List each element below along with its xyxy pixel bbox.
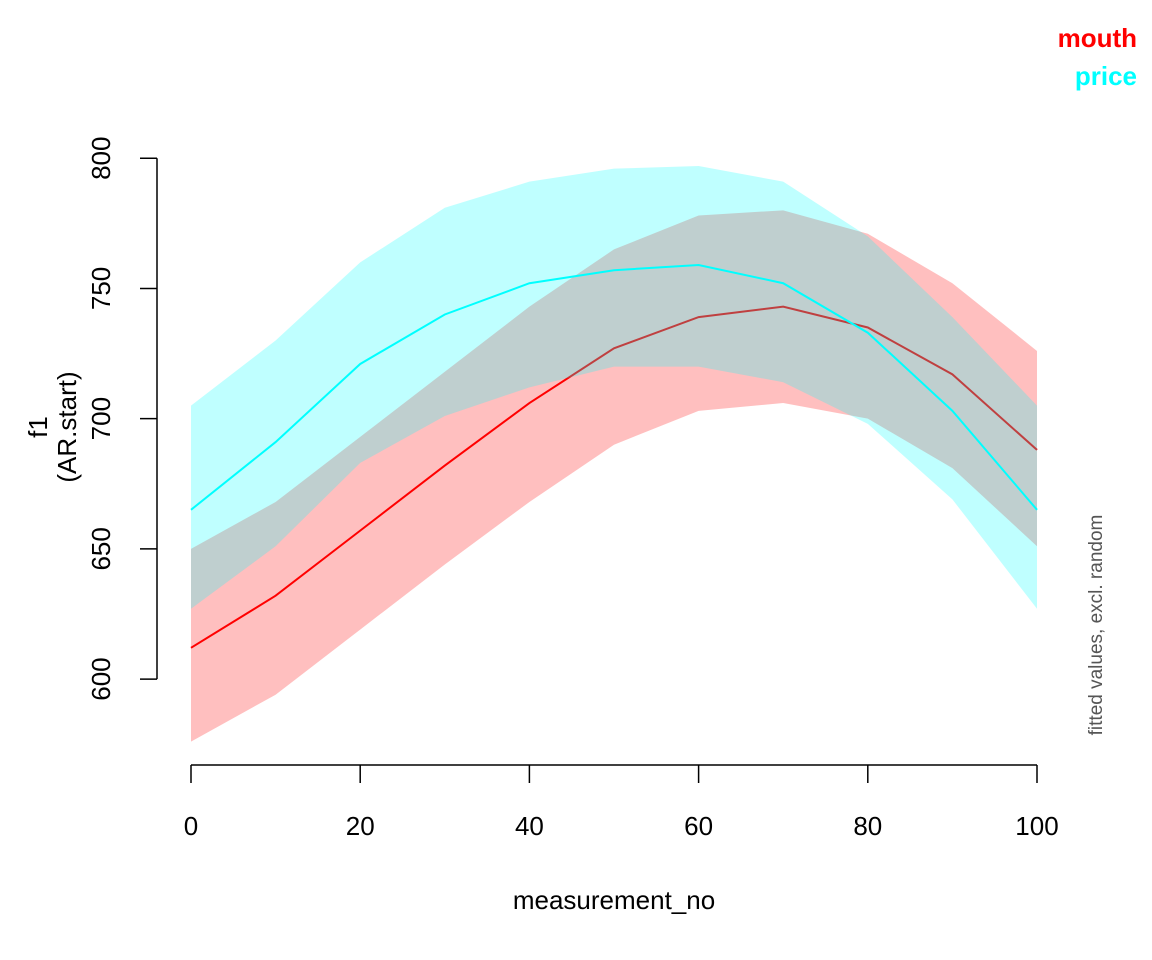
x-tick-label: 20 (346, 811, 375, 841)
y-axis-label: f1 (23, 416, 53, 438)
x-tick-label: 80 (853, 811, 882, 841)
confidence-band (191, 210, 1037, 742)
y-tick-label: 750 (86, 267, 116, 310)
line (190, 305, 1038, 649)
x-axis-label: measurement_no (513, 885, 715, 915)
x-tick-label: 0 (184, 811, 198, 841)
x-tick-label: 60 (684, 811, 713, 841)
y-axis-label: (AR.start) (52, 371, 82, 482)
line (190, 263, 1038, 511)
x-tick-label: 100 (1015, 811, 1058, 841)
y-tick-label: 700 (86, 397, 116, 440)
legend-entry: mouth (1058, 23, 1137, 53)
confidence-band (191, 166, 1037, 609)
y-tick-label: 650 (86, 527, 116, 570)
y-tick-label: 800 (86, 137, 116, 180)
legend-entry: price (1075, 61, 1137, 91)
y-tick-label: 600 (86, 657, 116, 700)
x-tick-label: 40 (515, 811, 544, 841)
side-note: fitted values, excl. random (1086, 515, 1107, 736)
